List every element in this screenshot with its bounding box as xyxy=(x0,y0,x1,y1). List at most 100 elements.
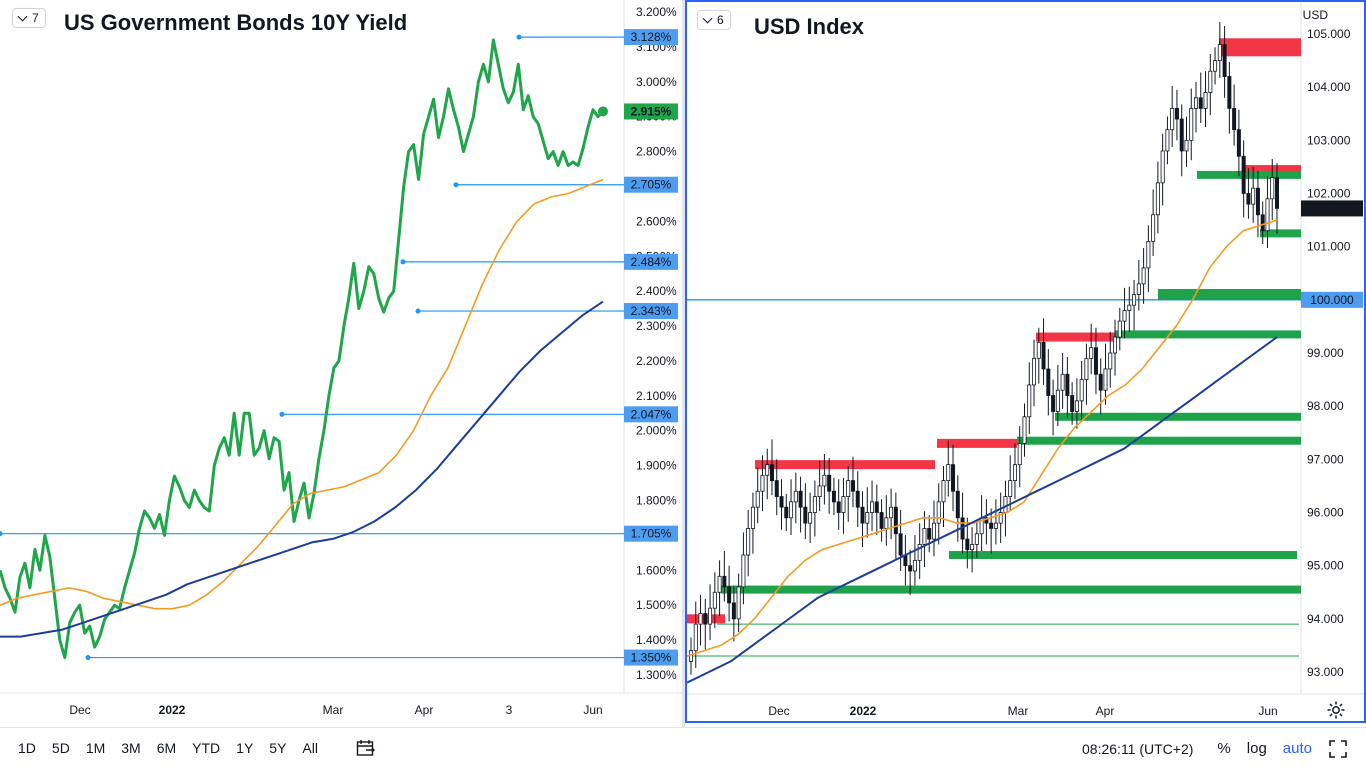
chevron-down-icon xyxy=(702,13,713,24)
price-tick-label: 2.600% xyxy=(636,214,677,228)
candle-body xyxy=(850,480,855,492)
candle-body xyxy=(1155,182,1160,216)
support-zone xyxy=(1055,412,1301,421)
candle-body xyxy=(1079,379,1084,402)
pane-collapse-button[interactable]: 7 xyxy=(12,8,46,28)
candle-body xyxy=(1127,304,1132,311)
level-price-label: 1.350% xyxy=(631,651,672,665)
candle-body xyxy=(946,464,951,481)
price-tick-label: 1.600% xyxy=(636,563,677,577)
candle-body xyxy=(1051,395,1056,412)
time-tick-label: 2022 xyxy=(850,704,877,718)
pane-divider[interactable] xyxy=(682,0,685,727)
yield-chart-pane[interactable]: 7 US Government Bonds 10Y Yield 3.200% 3.… xyxy=(0,0,682,727)
candle-body xyxy=(746,528,751,556)
range-ytd-button[interactable]: YTD xyxy=(192,740,221,756)
fullscreen-icon[interactable] xyxy=(1328,739,1348,759)
resistance-zone xyxy=(937,438,1017,448)
candle-body xyxy=(870,501,875,513)
level-anchor-point xyxy=(453,182,459,188)
candle-body xyxy=(1074,400,1079,412)
price-tick-label: 1.300% xyxy=(636,668,677,682)
support-zone xyxy=(1260,229,1301,238)
candle-body xyxy=(1217,44,1222,61)
candle-body xyxy=(693,623,698,652)
range-3m-button[interactable]: 3M xyxy=(121,740,141,756)
candle-body xyxy=(970,544,975,551)
auto-scale-toggle[interactable]: auto xyxy=(1282,740,1312,757)
price-tick-label: 2.200% xyxy=(636,354,677,368)
candle-body xyxy=(1146,240,1151,269)
candle-body xyxy=(1236,129,1241,157)
time-tick-label: Apr xyxy=(1096,704,1115,718)
bottom-toolbar: 1D 5D 1M 3M 6M YTD 1Y 5Y All 08:26:11 (U… xyxy=(0,727,1366,768)
percent-scale-toggle[interactable]: % xyxy=(1217,740,1231,757)
yield-chart-svg[interactable]: 3.200%3.100%3.000%2.900%2.800%2.700%2.60… xyxy=(0,0,682,727)
currency-selector[interactable]: USD xyxy=(1302,8,1328,22)
support-zone xyxy=(1197,170,1301,179)
candle-body xyxy=(951,464,956,492)
time-tick-label: Mar xyxy=(1008,704,1029,718)
level-anchor-point xyxy=(516,34,522,40)
candle-body xyxy=(922,528,927,545)
candle-body xyxy=(984,517,989,524)
range-1m-button[interactable]: 1M xyxy=(85,740,106,756)
range-5y-button[interactable]: 5Y xyxy=(269,740,287,756)
level-price-badge xyxy=(624,176,678,193)
candle-body xyxy=(1136,283,1141,295)
log-scale-toggle[interactable]: log xyxy=(1246,740,1267,757)
candle-body xyxy=(1065,373,1070,396)
range-1y-button[interactable]: 1Y xyxy=(236,740,254,756)
last-price-badge xyxy=(1301,200,1363,217)
candle-body xyxy=(893,506,898,535)
gear-icon[interactable] xyxy=(1326,700,1346,720)
moving-average-50-line xyxy=(687,219,1278,657)
chart-title: US Government Bonds 10Y Yield xyxy=(64,10,408,35)
usd-index-chart-svg[interactable]: 105.000 104.000 103.000 102.000 101.000 100.0… xyxy=(687,2,1364,721)
candle-body xyxy=(998,512,1003,524)
candle-body xyxy=(1113,336,1118,354)
time-tick-label: Apr xyxy=(415,703,434,717)
candle-body xyxy=(1275,177,1280,209)
clock-timezone[interactable]: 08:26:11 (UTC+2) xyxy=(1082,740,1194,757)
price-tick-label: 93.000 xyxy=(1307,665,1344,679)
candle-body xyxy=(1117,320,1122,338)
usd-index-chart-pane[interactable]: 105.000 104.000 103.000 102.000 101.000 100.0… xyxy=(685,0,1366,723)
resistance-zone xyxy=(755,460,935,470)
range-6m-button[interactable]: 6M xyxy=(156,740,177,756)
candle-body xyxy=(1084,357,1089,380)
candle-body xyxy=(1098,373,1103,391)
candle-body xyxy=(1089,347,1094,359)
level-price-badge xyxy=(624,525,678,542)
pane-collapse-button[interactable]: 6 xyxy=(697,10,731,30)
candle-body xyxy=(827,474,832,492)
date-range-icon[interactable] xyxy=(356,739,376,757)
candle-body xyxy=(689,650,694,662)
candle-body xyxy=(784,506,789,519)
candle-body xyxy=(803,506,808,524)
range-5d-button[interactable]: 5D xyxy=(51,740,70,756)
candle-body xyxy=(912,559,917,572)
support-zone xyxy=(949,551,1297,560)
price-tick-label: 98.000 xyxy=(1307,399,1344,413)
candle-body xyxy=(1032,357,1037,386)
candle-body xyxy=(731,602,736,620)
candle-body xyxy=(1265,198,1270,232)
candle-body xyxy=(860,506,865,524)
candle-body xyxy=(889,506,894,519)
candle-body xyxy=(884,517,889,529)
candle-body xyxy=(831,490,836,503)
candle-body xyxy=(1055,389,1060,412)
price-tick-label: 1.400% xyxy=(636,633,677,647)
time-tick-label: Dec xyxy=(768,704,789,718)
range-all-button[interactable]: All xyxy=(302,740,318,756)
candle-body xyxy=(1046,368,1051,396)
candle-body xyxy=(1141,267,1146,285)
price-tick-label: 102.000 xyxy=(1307,187,1351,201)
resistance-zone xyxy=(1036,332,1115,342)
price-tick-label: 104.000 xyxy=(1307,80,1351,94)
candle-body xyxy=(755,490,760,508)
candle-body xyxy=(879,512,884,529)
candle-body xyxy=(1170,108,1175,131)
range-1d-button[interactable]: 1D xyxy=(18,740,36,756)
